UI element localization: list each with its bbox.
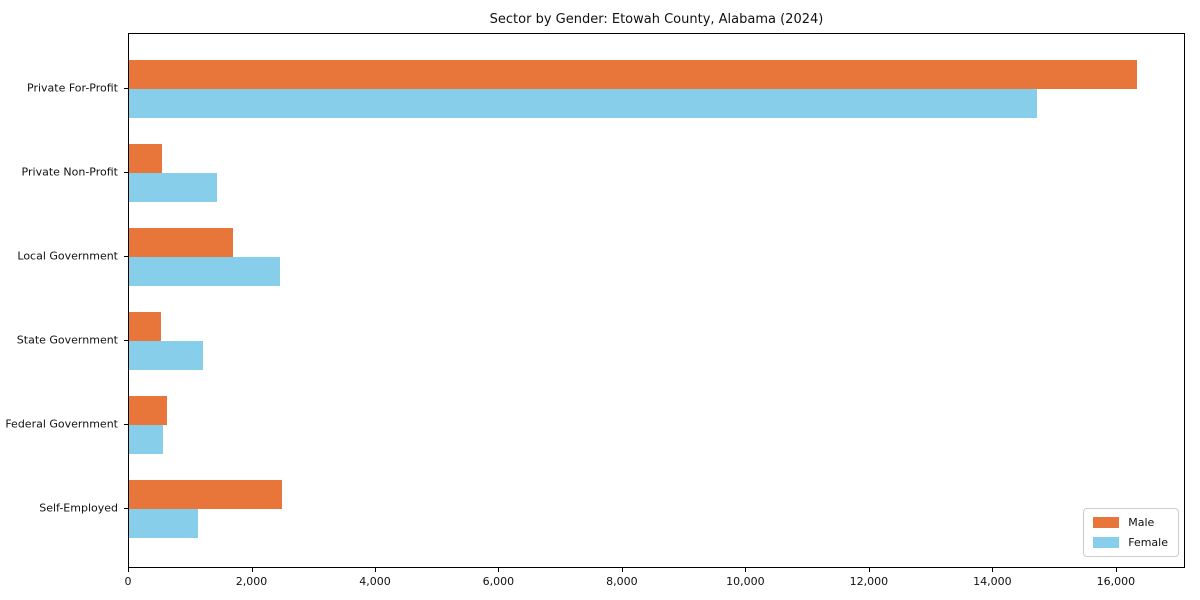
ytick-mark [124, 340, 128, 341]
bar-male-6 [129, 480, 282, 509]
xtick-label: 0 [124, 575, 132, 588]
legend: Male Female [1083, 508, 1179, 557]
legend-swatch-female [1093, 537, 1120, 548]
ytick-label: Private Non-Profit [21, 165, 118, 179]
legend-swatch-male [1093, 517, 1120, 528]
xtick-mark [251, 568, 253, 572]
bar-female-5 [129, 425, 163, 454]
plot-area: Male Female [128, 33, 1185, 568]
bar-male-5 [129, 396, 168, 425]
bar-female-6 [129, 509, 198, 538]
xtick-mark [621, 568, 623, 572]
ytick-mark [124, 88, 128, 89]
ytick-mark [124, 424, 128, 425]
bar-male-2 [129, 144, 163, 173]
ytick-label: Federal Government [5, 417, 118, 431]
xtick-mark [375, 568, 376, 572]
legend-label: Female [1128, 536, 1168, 549]
ytick-label: Private For-Profit [27, 81, 118, 95]
legend-item-male: Male [1093, 516, 1168, 529]
xtick-label: 16,000 [1096, 575, 1136, 588]
xtick-label: 12,000 [849, 575, 889, 588]
xtick-mark [128, 568, 129, 572]
xtick-label: 14,000 [973, 575, 1012, 588]
bar-male-1 [129, 60, 1138, 89]
xtick-label: 2,000 [235, 575, 268, 588]
ytick-mark [124, 508, 128, 509]
xtick-mark [992, 568, 994, 572]
xtick-label: 6,000 [482, 575, 515, 588]
bar-female-2 [129, 173, 218, 202]
xtick-mark [1115, 568, 1117, 572]
xtick-label: 8,000 [606, 575, 638, 588]
bar-male-3 [129, 228, 233, 257]
xtick-mark [498, 568, 500, 572]
xtick-mark [745, 568, 747, 572]
bar-male-4 [129, 312, 161, 341]
bar-female-4 [129, 341, 204, 370]
legend-item-female: Female [1093, 536, 1168, 549]
ytick-mark [124, 172, 128, 173]
xtick-label: 10,000 [726, 575, 765, 588]
ytick-mark [124, 256, 128, 257]
legend-label: Male [1128, 516, 1155, 529]
bar-female-3 [129, 257, 281, 286]
ytick-label: Local Government [17, 249, 118, 263]
chart-title: Sector by Gender: Etowah County, Alabama… [489, 12, 824, 27]
ytick-label: State Government [16, 333, 118, 347]
bar-female-1 [129, 89, 1038, 118]
xtick-mark [868, 568, 870, 572]
ytick-label: Self-Employed [39, 501, 118, 515]
xtick-label: 4,000 [359, 575, 391, 588]
